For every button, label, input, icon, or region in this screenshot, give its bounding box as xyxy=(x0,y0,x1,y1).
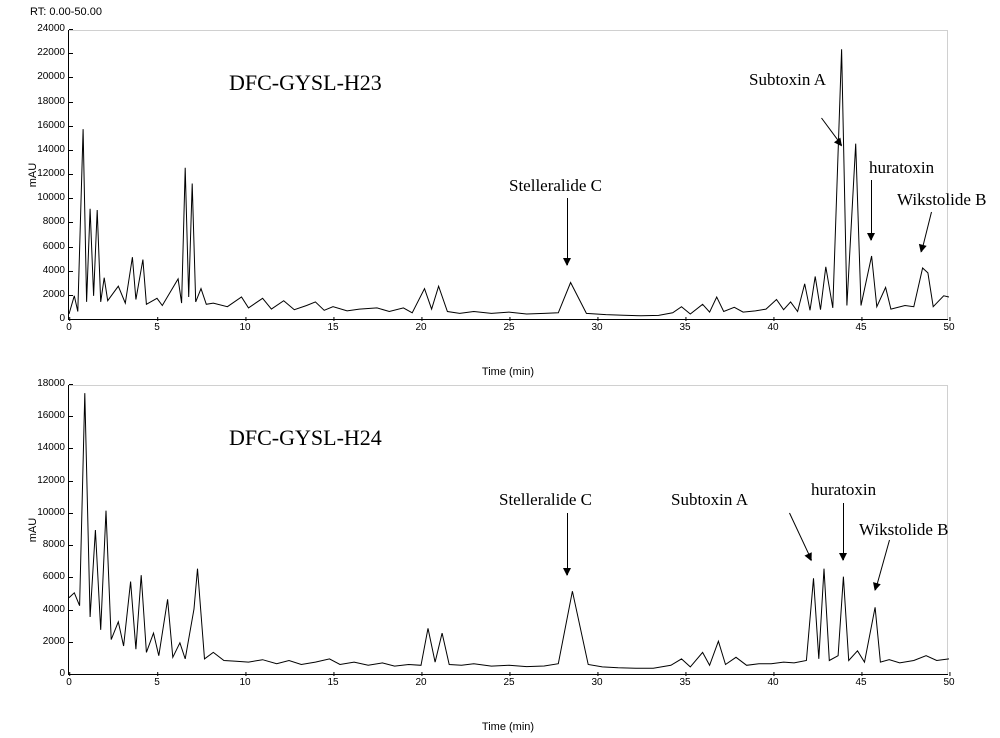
y-tick: 8000 xyxy=(29,540,65,550)
arrow-icon xyxy=(843,503,844,560)
chromatogram-panel-top: mAU 020004000600080001000012000140001600… xyxy=(68,30,948,350)
chromatogram-panel-bottom: mAU 020004000600080001000012000140001600… xyxy=(68,385,948,705)
y-tick: 0 xyxy=(29,314,65,324)
y-tick: 10000 xyxy=(29,508,65,518)
x-tick: 10 xyxy=(239,678,250,688)
x-tick: 20 xyxy=(415,323,426,333)
x-axis-label: Time (min) xyxy=(482,721,534,733)
arrow-icon xyxy=(567,513,568,575)
x-tick: 45 xyxy=(855,678,866,688)
plot-area: mAU 020004000600080001000012000140001600… xyxy=(68,385,948,675)
x-tick: 45 xyxy=(855,323,866,333)
y-axis-label: mAU xyxy=(27,517,39,541)
plot-area: mAU 020004000600080001000012000140001600… xyxy=(68,30,948,320)
peak-label: huratoxin xyxy=(869,158,934,178)
y-tick: 2000 xyxy=(29,637,65,647)
x-tick: 35 xyxy=(679,323,690,333)
x-tick: 25 xyxy=(503,323,514,333)
y-tick: 2000 xyxy=(29,290,65,300)
panel-title: DFC-GYSL-H24 xyxy=(229,425,382,451)
x-axis-label: Time (min) xyxy=(482,366,534,378)
x-tick: 15 xyxy=(327,678,338,688)
peak-label: Wikstolide B xyxy=(897,190,987,210)
x-tick: 20 xyxy=(415,678,426,688)
y-tick: 20000 xyxy=(29,72,65,82)
x-tick: 10 xyxy=(239,323,250,333)
peak-label: Wikstolide B xyxy=(859,520,949,540)
x-tick: 5 xyxy=(154,323,160,333)
x-tick: 50 xyxy=(943,678,954,688)
y-tick: 0 xyxy=(29,669,65,679)
y-tick: 10000 xyxy=(29,193,65,203)
x-tick: 35 xyxy=(679,678,690,688)
arrow-icon xyxy=(567,198,568,265)
y-tick: 14000 xyxy=(29,443,65,453)
x-tick: 30 xyxy=(591,323,602,333)
peak-label: Subtoxin A xyxy=(749,70,826,90)
y-tick: 6000 xyxy=(29,242,65,252)
y-tick: 22000 xyxy=(29,48,65,58)
y-tick: 16000 xyxy=(29,121,65,131)
y-tick: 4000 xyxy=(29,605,65,615)
y-tick: 8000 xyxy=(29,217,65,227)
y-tick: 12000 xyxy=(29,169,65,179)
y-tick: 24000 xyxy=(29,24,65,34)
peak-label: Stelleralide C xyxy=(509,176,602,196)
peak-label: Subtoxin A xyxy=(671,490,748,510)
y-tick: 12000 xyxy=(29,476,65,486)
x-tick: 5 xyxy=(154,678,160,688)
peak-label: huratoxin xyxy=(811,480,876,500)
arrow-icon xyxy=(871,180,872,240)
chromatogram-figure: RT: 0.00-50.00 mAU 020004000600080001000… xyxy=(0,0,1000,738)
y-tick: 18000 xyxy=(29,97,65,107)
x-tick: 25 xyxy=(503,678,514,688)
x-tick: 30 xyxy=(591,678,602,688)
x-tick: 15 xyxy=(327,323,338,333)
x-tick: 40 xyxy=(767,678,778,688)
chromatogram-trace xyxy=(69,385,948,674)
x-tick: 0 xyxy=(66,323,72,333)
y-tick: 4000 xyxy=(29,266,65,276)
y-tick: 6000 xyxy=(29,572,65,582)
peak-label: Stelleralide C xyxy=(499,490,592,510)
rt-range-label: RT: 0.00-50.00 xyxy=(30,6,102,18)
y-tick: 18000 xyxy=(29,379,65,389)
x-tick: 0 xyxy=(66,678,72,688)
y-tick: 16000 xyxy=(29,411,65,421)
x-tick: 40 xyxy=(767,323,778,333)
y-tick: 14000 xyxy=(29,145,65,155)
x-tick: 50 xyxy=(943,323,954,333)
panel-title: DFC-GYSL-H23 xyxy=(229,70,382,96)
